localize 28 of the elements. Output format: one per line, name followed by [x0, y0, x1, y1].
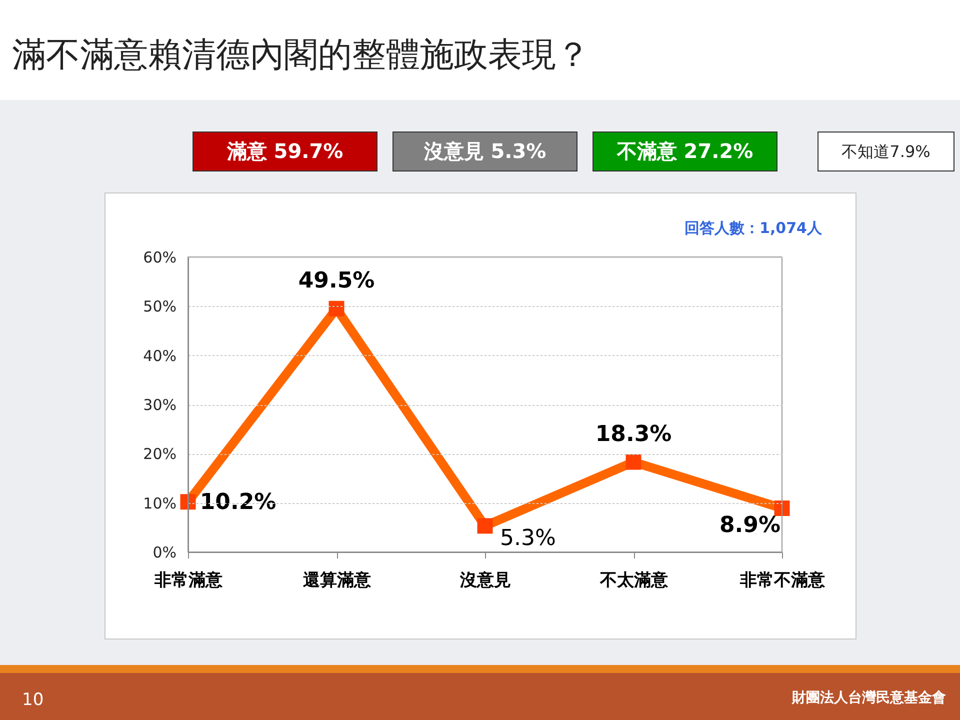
- y-tick-label: 40%: [143, 346, 176, 365]
- text: 不滿意 27.2%: [616, 139, 754, 163]
- text: 財團法人台灣民意基金會: [791, 689, 946, 706]
- y-tick-label: 50%: [143, 298, 176, 316]
- text: 10: [22, 690, 44, 710]
- text: 18.3%: [595, 422, 672, 448]
- y-tick-label: 10%: [143, 494, 176, 512]
- point: [477, 518, 493, 534]
- text: 8.9%: [719, 513, 781, 538]
- point: [328, 300, 344, 316]
- text: 滿意 59.7%: [226, 139, 344, 163]
- text: 回答人數：1,074人: [684, 219, 823, 237]
- x-tick-label: 沒意見: [459, 570, 511, 590]
- y-tick-label: 20%: [143, 445, 176, 464]
- text: 不知道7.9%: [842, 142, 930, 161]
- text: 49.5%: [298, 268, 375, 294]
- text: 10.2%: [200, 490, 276, 515]
- x-tick-label: 不太滿意: [599, 570, 669, 590]
- point: [626, 454, 642, 470]
- y-tick-label: 30%: [143, 396, 176, 414]
- text: 5.3%: [500, 526, 556, 551]
- x-tick-label: 非常不滿意: [739, 570, 826, 590]
- y-tick-label: 60%: [143, 248, 176, 266]
- chart-title: 滿不滿意賴清德內閣的整體施政表現？: [12, 35, 590, 75]
- y-tick-label: 0%: [152, 544, 176, 562]
- x-tick-label: 還算滿意: [303, 570, 372, 590]
- text: 沒意見 5.3%: [422, 139, 546, 163]
- x-tick-label: 非常滿意: [154, 570, 224, 590]
